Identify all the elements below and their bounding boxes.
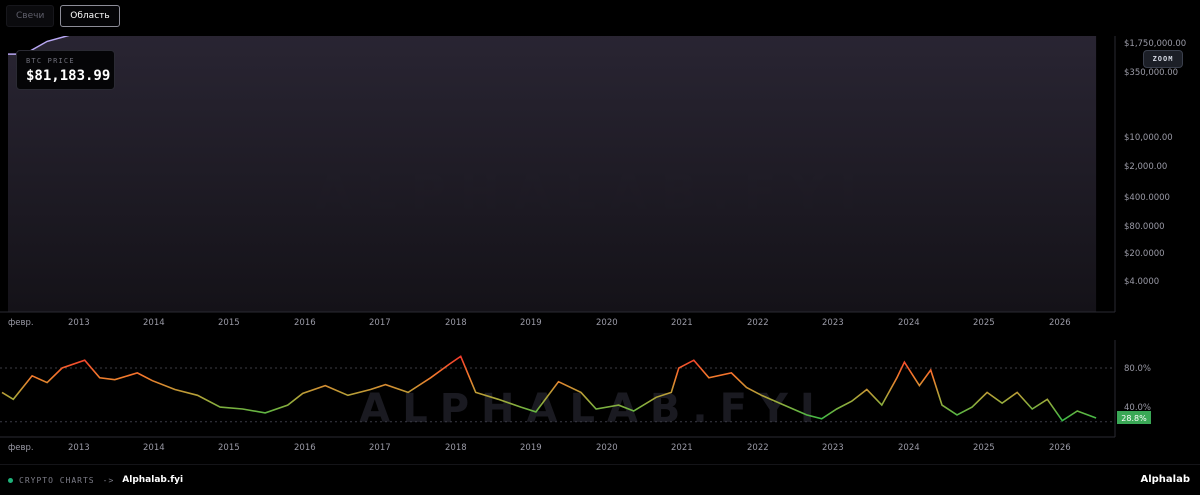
price-x-tick-label: 2026 (1049, 318, 1071, 328)
indicator-x-tick-label: 2023 (822, 443, 844, 453)
price-x-tick-label: февр. (8, 318, 34, 328)
chart-type-tabs: Свечи Область (6, 5, 120, 27)
price-y-tick-label: $2,000.00 (1124, 162, 1167, 172)
price-y-tick-label: $10,000.00 (1124, 133, 1173, 143)
indicator-last-label: 28.8% (1121, 414, 1147, 423)
price-area-fill (8, 36, 1097, 312)
price-x-tick-label: 2025 (973, 318, 995, 328)
price-y-tick-label: $20.0000 (1124, 249, 1165, 259)
zoom-button[interactable]: ZOOM (1143, 50, 1183, 68)
indicator-y-tick-label: 40.0% (1124, 403, 1151, 413)
indicator-series-line (1, 355, 1097, 422)
footer-arrow: -> (102, 475, 115, 485)
indicator-x-tick-label: 2015 (218, 443, 240, 453)
indicator-last-badge (1117, 411, 1151, 424)
indicator-watermark: ALPHALAB.FYI (359, 386, 827, 432)
footer-section-label: CRYPTO CHARTS (19, 475, 95, 485)
price-x-tick-label: 2022 (747, 318, 769, 328)
price-y-tick-label: $1,750,000.00 (1124, 39, 1186, 49)
indicator-x-tick-label: 2013 (68, 443, 90, 453)
indicator-x-tick-label: 2014 (143, 443, 165, 453)
price-x-tick-label: 2014 (143, 318, 165, 328)
tab-candles[interactable]: Свечи (6, 5, 55, 27)
price-y-tick-label: $400.0000 (1124, 193, 1170, 203)
footer-bar: CRYPTO CHARTS -> Alphalab.fyi Alphalab (0, 464, 1200, 495)
indicator-y-tick-label: 80.0% (1124, 364, 1151, 374)
footer-logo: Alphalab (1140, 474, 1190, 485)
price-y-tick-label: $350,000.00 (1124, 68, 1178, 78)
indicator-chart[interactable]: ALPHALAB.FYI 80.0% 40.0% февр. 2013 2014 201… (0, 340, 1200, 458)
price-x-tick-label: 2015 (218, 318, 240, 328)
price-x-tick-label: 2021 (671, 318, 693, 328)
btc-price-value: $81,183.99 (26, 68, 111, 84)
indicator-x-tick-label: 2020 (596, 443, 618, 453)
price-x-tick-label: 2016 (294, 318, 316, 328)
btc-price-card: BTC PRICE $81,183.99 (16, 50, 115, 90)
price-x-tick-label: 2013 (68, 318, 90, 328)
indicator-x-tick-label: 2024 (898, 443, 920, 453)
price-x-tick-label: 2017 (369, 318, 391, 328)
indicator-x-tick-label: февр. (8, 443, 34, 453)
indicator-x-tick-label: 2025 (973, 443, 995, 453)
indicator-x-tick-label: 2017 (369, 443, 391, 453)
price-x-tick-label: 2020 (596, 318, 618, 328)
indicator-x-tick-label: 2026 (1049, 443, 1071, 453)
price-chart[interactable]: ALPHALAB.FYI $1,750,000.00$350,000.00$10… (0, 36, 1200, 334)
tab-area[interactable]: Область (60, 5, 120, 27)
indicator-x-tick-label: 2022 (747, 443, 769, 453)
indicator-x-tick-label: 2021 (671, 443, 693, 453)
footer-site-link[interactable]: Alphalab.fyi (122, 475, 184, 485)
price-x-tick-label: 2018 (445, 318, 467, 328)
price-x-tick-label: 2024 (898, 318, 920, 328)
indicator-x-tick-label: 2016 (294, 443, 316, 453)
price-y-tick-label: $4.0000 (1124, 277, 1159, 287)
price-x-tick-label: 2023 (822, 318, 844, 328)
footer-breadcrumb: CRYPTO CHARTS -> Alphalab.fyi (8, 475, 183, 485)
indicator-x-tick-label: 2018 (445, 443, 467, 453)
price-x-tick-label: 2019 (520, 318, 542, 328)
btc-price-label: BTC PRICE (26, 57, 75, 65)
indicator-x-tick-label: 2019 (520, 443, 542, 453)
price-y-tick-label: $80.0000 (1124, 222, 1165, 232)
status-dot-icon (8, 477, 13, 483)
